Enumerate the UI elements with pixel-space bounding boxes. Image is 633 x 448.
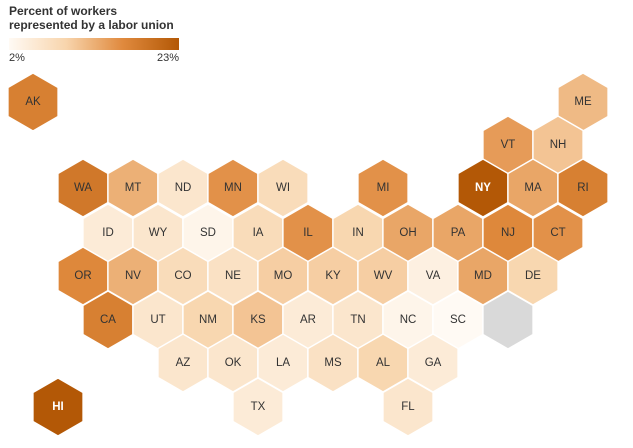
state-label: AR [300, 314, 316, 326]
state-hex [482, 290, 534, 350]
state-label: CT [550, 227, 565, 239]
state-tile-no-data [482, 290, 534, 350]
legend: Percent of workers represented by a labo… [9, 4, 189, 66]
state-label: GA [425, 357, 442, 369]
state-tile-wv: WV [357, 246, 409, 306]
state-label: HI [52, 401, 64, 413]
state-label: KY [325, 270, 341, 282]
state-label: SC [450, 314, 466, 326]
state-label: IL [303, 227, 313, 239]
state-label: LA [276, 357, 290, 369]
legend-title-line-1: Percent of workers [9, 4, 118, 18]
state-label: AL [376, 357, 391, 369]
state-label: KS [250, 314, 266, 326]
state-tile-ga: GA [407, 333, 459, 393]
state-label: VT [501, 139, 516, 151]
state-label: WI [276, 182, 290, 194]
state-label: IN [352, 227, 364, 239]
legend-min-label: 2% [9, 52, 25, 64]
state-tile-mi: MI [357, 158, 409, 218]
state-label: WY [149, 227, 168, 239]
state-label: ID [102, 227, 114, 239]
state-label: MA [524, 182, 542, 194]
state-label: OR [74, 270, 91, 282]
state-label: NJ [501, 227, 515, 239]
state-label: NY [475, 182, 491, 194]
legend-title-line-2: represented by a labor union [9, 18, 174, 32]
state-label: TN [350, 314, 365, 326]
state-label: PA [451, 227, 466, 239]
state-label: TX [251, 401, 266, 413]
state-tile-md: MD [457, 246, 509, 306]
state-hex [32, 377, 84, 437]
state-label: ND [175, 182, 192, 194]
state-label: IA [253, 227, 264, 239]
state-label: CO [174, 270, 191, 282]
state-label: NE [225, 270, 241, 282]
state-label: AK [25, 96, 41, 108]
legend-color-scale [9, 38, 179, 50]
state-tile-wi: WI [257, 158, 309, 218]
state-hex [7, 72, 59, 132]
state-tile-hi: HI [32, 377, 84, 437]
state-tile-ri: RI [557, 158, 609, 218]
state-hex [357, 158, 409, 218]
legend-scale-labels: 2% 23% [9, 52, 179, 66]
state-label: DE [525, 270, 541, 282]
state-label: MT [125, 182, 142, 194]
state-tile-fl: FL [382, 377, 434, 437]
state-label: WV [374, 270, 393, 282]
state-label: FL [401, 401, 415, 413]
state-label: MD [474, 270, 492, 282]
state-label: AZ [176, 357, 191, 369]
state-hex [257, 158, 309, 218]
state-label: WA [74, 182, 92, 194]
state-label: CA [100, 314, 116, 326]
state-hex [557, 158, 609, 218]
state-label: OK [225, 357, 242, 369]
state-tile-ak: AK [7, 72, 59, 132]
state-label: MI [377, 182, 390, 194]
state-label: MO [274, 270, 293, 282]
state-label: MS [324, 357, 342, 369]
state-hex [382, 377, 434, 437]
state-label: NV [125, 270, 141, 282]
state-label: SD [200, 227, 216, 239]
state-tile-wa: WA [57, 158, 109, 218]
state-label: UT [150, 314, 165, 326]
state-tile-tx: TX [232, 377, 284, 437]
state-tile-ca: CA [82, 290, 134, 350]
state-label: NC [400, 314, 417, 326]
state-label: MN [224, 182, 242, 194]
state-label: NM [199, 314, 217, 326]
state-label: RI [577, 182, 589, 194]
state-label: ME [574, 96, 592, 108]
state-hex [232, 377, 284, 437]
hex-layer: AK ME VT NH WA MT ND MN WI MI NY MA RI ID WY SD IA IL IN OH… [7, 72, 609, 437]
state-label: NH [550, 139, 567, 151]
state-label: VA [426, 270, 441, 282]
state-label: OH [399, 227, 416, 239]
legend-max-label: 23% [156, 52, 179, 64]
state-tile-co: CO [157, 246, 209, 306]
